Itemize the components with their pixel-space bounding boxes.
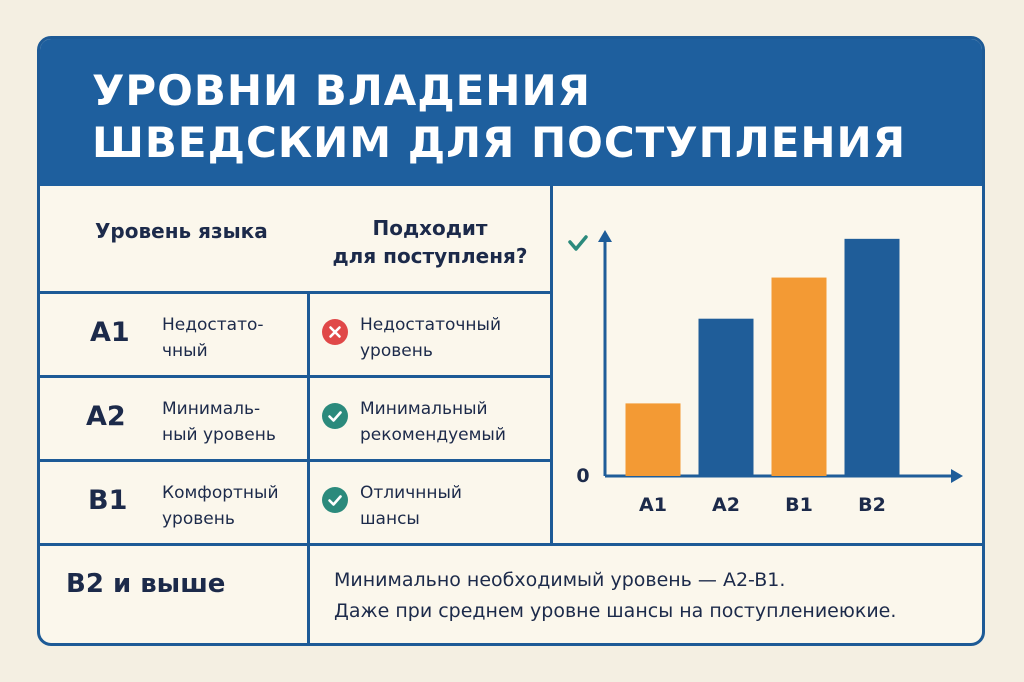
- bar-chart: 0 A1 A2 B1 B2: [568, 230, 963, 516]
- divider-row-bottom: [40, 543, 982, 546]
- row-a2-fit-line-1: Минимальный: [360, 399, 488, 419]
- row-b1-fit-line-2: шансы: [360, 509, 420, 529]
- row-a1-fit-line-2: уровень: [360, 341, 433, 361]
- y-tick-label: 0: [576, 465, 589, 487]
- row-b1-fit-line-1: Отличнный: [360, 483, 462, 503]
- divider-row-a2: [40, 459, 553, 462]
- row-a1-desc-line-2: чный: [162, 341, 208, 361]
- bar-a1: [625, 403, 681, 476]
- column-header-level: Уровень языка: [95, 219, 268, 243]
- cross-circle-icon: [322, 319, 348, 345]
- bar-a2: [698, 318, 754, 476]
- check-icon: [568, 235, 588, 251]
- row-a2-desc-line-2: ный уровень: [162, 425, 276, 445]
- infographic-card: УРОВНИ ВЛАДЕНИЯ ШВЕДСКИМ ДЛЯ ПОСТУПЛЕНИЯ…: [37, 36, 985, 646]
- page-title: УРОВНИ ВЛАДЕНИЯ ШВЕДСКИМ ДЛЯ ПОСТУПЛЕНИЯ: [92, 65, 906, 169]
- y-axis-arrow: [598, 230, 612, 242]
- x-tick-label-b2: B2: [858, 494, 886, 516]
- column-header-fit: Подходит для поступленя?: [307, 214, 553, 270]
- row-b1-fit: Отличнный шансы: [360, 480, 462, 532]
- bottom-note-line-1: Минимально необходимый уровень — A2-B1.: [334, 569, 786, 591]
- header-banner: УРОВНИ ВЛАДЕНИЯ ШВЕДСКИМ ДЛЯ ПОСТУПЛЕНИЯ: [40, 39, 982, 186]
- bar-b2: [844, 238, 900, 476]
- check-circle-icon: [322, 487, 348, 513]
- row-b1-desc-line-1: Комфортный: [162, 483, 279, 503]
- row-a1-fit-line-1: Недостаточный: [360, 315, 501, 335]
- row-a2-desc-line-1: Минималь-: [162, 399, 261, 419]
- bottom-note: Минимально необходимый уровень — A2-B1. …: [334, 565, 896, 627]
- row-a1-fit: Недостаточный уровень: [360, 312, 501, 364]
- x-tick-label-a2: A2: [712, 494, 740, 516]
- title-line-2: ШВЕДСКИМ ДЛЯ ПОСТУПЛЕНИЯ: [92, 118, 907, 167]
- row-a1-desc: Недостато- чный: [162, 312, 264, 364]
- row-b1-level: B1: [88, 485, 128, 516]
- x-tick-label-b1: B1: [785, 494, 813, 516]
- divider-vertical-table: [307, 291, 310, 543]
- x-axis-arrow: [951, 469, 963, 483]
- row-b1-status: Отличнный шансы: [322, 480, 462, 532]
- row-a1-desc-line-1: Недостато-: [162, 315, 264, 335]
- column-header-fit-line-1: Подходит: [372, 216, 488, 240]
- bottom-level: B2 и выше: [66, 569, 226, 599]
- column-header-fit-line-2: для поступленя?: [332, 244, 528, 268]
- divider-row-a1: [40, 375, 553, 378]
- x-tick-label-a1: A1: [639, 494, 667, 516]
- chart-area: 0 A1 A2 B1 B2: [553, 186, 982, 543]
- row-a2-level: A2: [86, 401, 126, 432]
- divider-row-header: [40, 291, 553, 294]
- row-a2-fit: Минимальный рекомендуемый: [360, 396, 506, 448]
- row-b1-desc-line-2: уровень: [162, 509, 235, 529]
- check-circle-icon: [322, 403, 348, 429]
- divider-vertical-main: [550, 186, 553, 543]
- bar-b1: [771, 277, 827, 476]
- row-a2-status: Минимальный рекомендуемый: [322, 396, 506, 448]
- row-a1-level: A1: [90, 317, 130, 348]
- row-a1-status: Недостаточный уровень: [322, 312, 501, 364]
- row-a2-desc: Минималь- ный уровень: [162, 396, 276, 448]
- bottom-note-line-2: Даже при среднем уровне шансы на поступл…: [334, 600, 897, 622]
- row-b1-desc: Комфортный уровень: [162, 480, 279, 532]
- divider-vertical-bottom: [307, 543, 310, 643]
- row-a2-fit-line-2: рекомендуемый: [360, 425, 506, 445]
- title-line-1: УРОВНИ ВЛАДЕНИЯ: [92, 66, 591, 115]
